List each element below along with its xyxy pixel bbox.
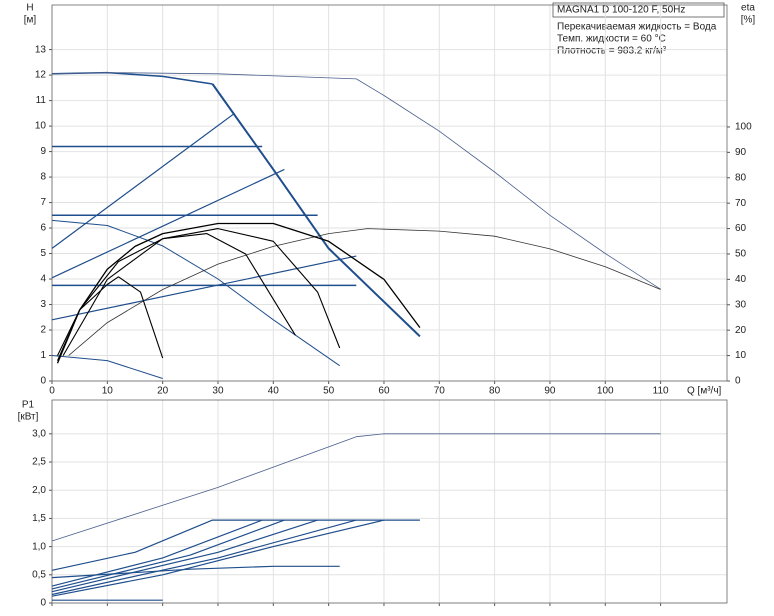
y-tick-label: 6 <box>40 223 46 234</box>
x-tick-label: 80 <box>489 386 501 397</box>
chart-title: MAGNA1 D 100-120 F, 50Hz <box>557 5 685 16</box>
x-tick-label: 90 <box>544 386 556 397</box>
y-tick-label: 10 <box>35 121 47 132</box>
x-tick-label: 20 <box>157 386 169 397</box>
y-label: P1 <box>22 400 35 411</box>
y2-unit: [%] <box>741 15 756 26</box>
x-tick-label: 70 <box>434 386 446 397</box>
y-tick-label: 2 <box>40 325 46 336</box>
y-unit: [м] <box>24 15 37 26</box>
curve <box>51 72 661 290</box>
y-tick-label: 11 <box>36 95 47 106</box>
y-tick-label: 5 <box>40 248 46 259</box>
curve <box>51 219 340 367</box>
x-label: Q [м³/ч] <box>687 386 722 397</box>
x-tick-label: 40 <box>268 386 280 397</box>
annotation: Плотность = 983.2 кг/м³ <box>557 46 667 57</box>
y-tick-label: 1,5 <box>32 513 46 524</box>
x-tick-label: 0 <box>49 386 55 397</box>
curve <box>51 519 385 597</box>
curve <box>51 255 357 321</box>
curve <box>57 276 164 359</box>
curve <box>51 355 163 379</box>
y-tick-label: 13 <box>35 44 47 55</box>
curve <box>51 112 235 249</box>
y2-tick-label: 70 <box>735 198 747 209</box>
annotation: Темп. жидкости = 60 °C <box>557 34 666 45</box>
curve <box>56 228 341 361</box>
y-tick-label: 9 <box>40 146 46 157</box>
y-tick-label: 0 <box>40 376 46 387</box>
x-tick-label: 30 <box>212 386 224 397</box>
y2-tick-label: 50 <box>735 249 747 260</box>
curve <box>68 228 661 356</box>
y-tick-label: 8 <box>40 172 46 183</box>
curve <box>51 519 318 593</box>
y-tick-label: 0,5 <box>32 569 46 580</box>
y2-tick-label: 60 <box>735 223 747 234</box>
y-tick-label: 7 <box>40 197 46 208</box>
curve <box>56 222 421 364</box>
y2-tick-label: 30 <box>735 299 747 310</box>
curve <box>211 83 421 338</box>
curve <box>51 433 661 542</box>
y-label: H <box>26 3 33 14</box>
x-tick-label: 100 <box>597 386 614 397</box>
y2-label: eta <box>741 3 755 14</box>
x-tick-label: 50 <box>323 386 335 397</box>
y-tick-label: 3 <box>40 299 46 310</box>
x-tick-label: 60 <box>378 386 390 397</box>
info-box <box>552 2 725 18</box>
y-unit: [кВт] <box>18 412 39 423</box>
y-tick-label: 12 <box>35 70 47 81</box>
plot-frame <box>51 4 728 382</box>
y-tick-label: 1,0 <box>32 541 46 552</box>
curve <box>51 168 285 279</box>
y-tick-label: 2,0 <box>32 485 46 496</box>
curve <box>51 519 285 590</box>
y2-tick-label: 40 <box>735 274 747 285</box>
y-tick-label: 4 <box>40 274 46 285</box>
y-tick-label: 0 <box>40 598 46 609</box>
curve <box>62 233 296 356</box>
y2-tick-label: 100 <box>735 122 752 133</box>
y-tick-label: 3,0 <box>32 428 46 439</box>
plot-frame <box>51 399 728 604</box>
curve <box>51 519 263 587</box>
y2-tick-label: 90 <box>735 147 747 158</box>
annotation: Перекачиваемая жидкость = Вода <box>557 22 717 33</box>
curve <box>51 565 340 579</box>
x-tick-label: 10 <box>102 386 114 397</box>
y-tick-label: 1 <box>40 350 46 361</box>
y2-tick-label: 80 <box>735 172 747 183</box>
y2-tick-label: 0 <box>735 376 741 387</box>
y-tick-label: 2,5 <box>32 457 46 468</box>
y2-tick-label: 10 <box>735 350 747 361</box>
curve <box>51 519 357 596</box>
curve <box>51 71 213 85</box>
y2-tick-label: 20 <box>735 325 747 336</box>
x-tick-label: 110 <box>653 386 669 397</box>
